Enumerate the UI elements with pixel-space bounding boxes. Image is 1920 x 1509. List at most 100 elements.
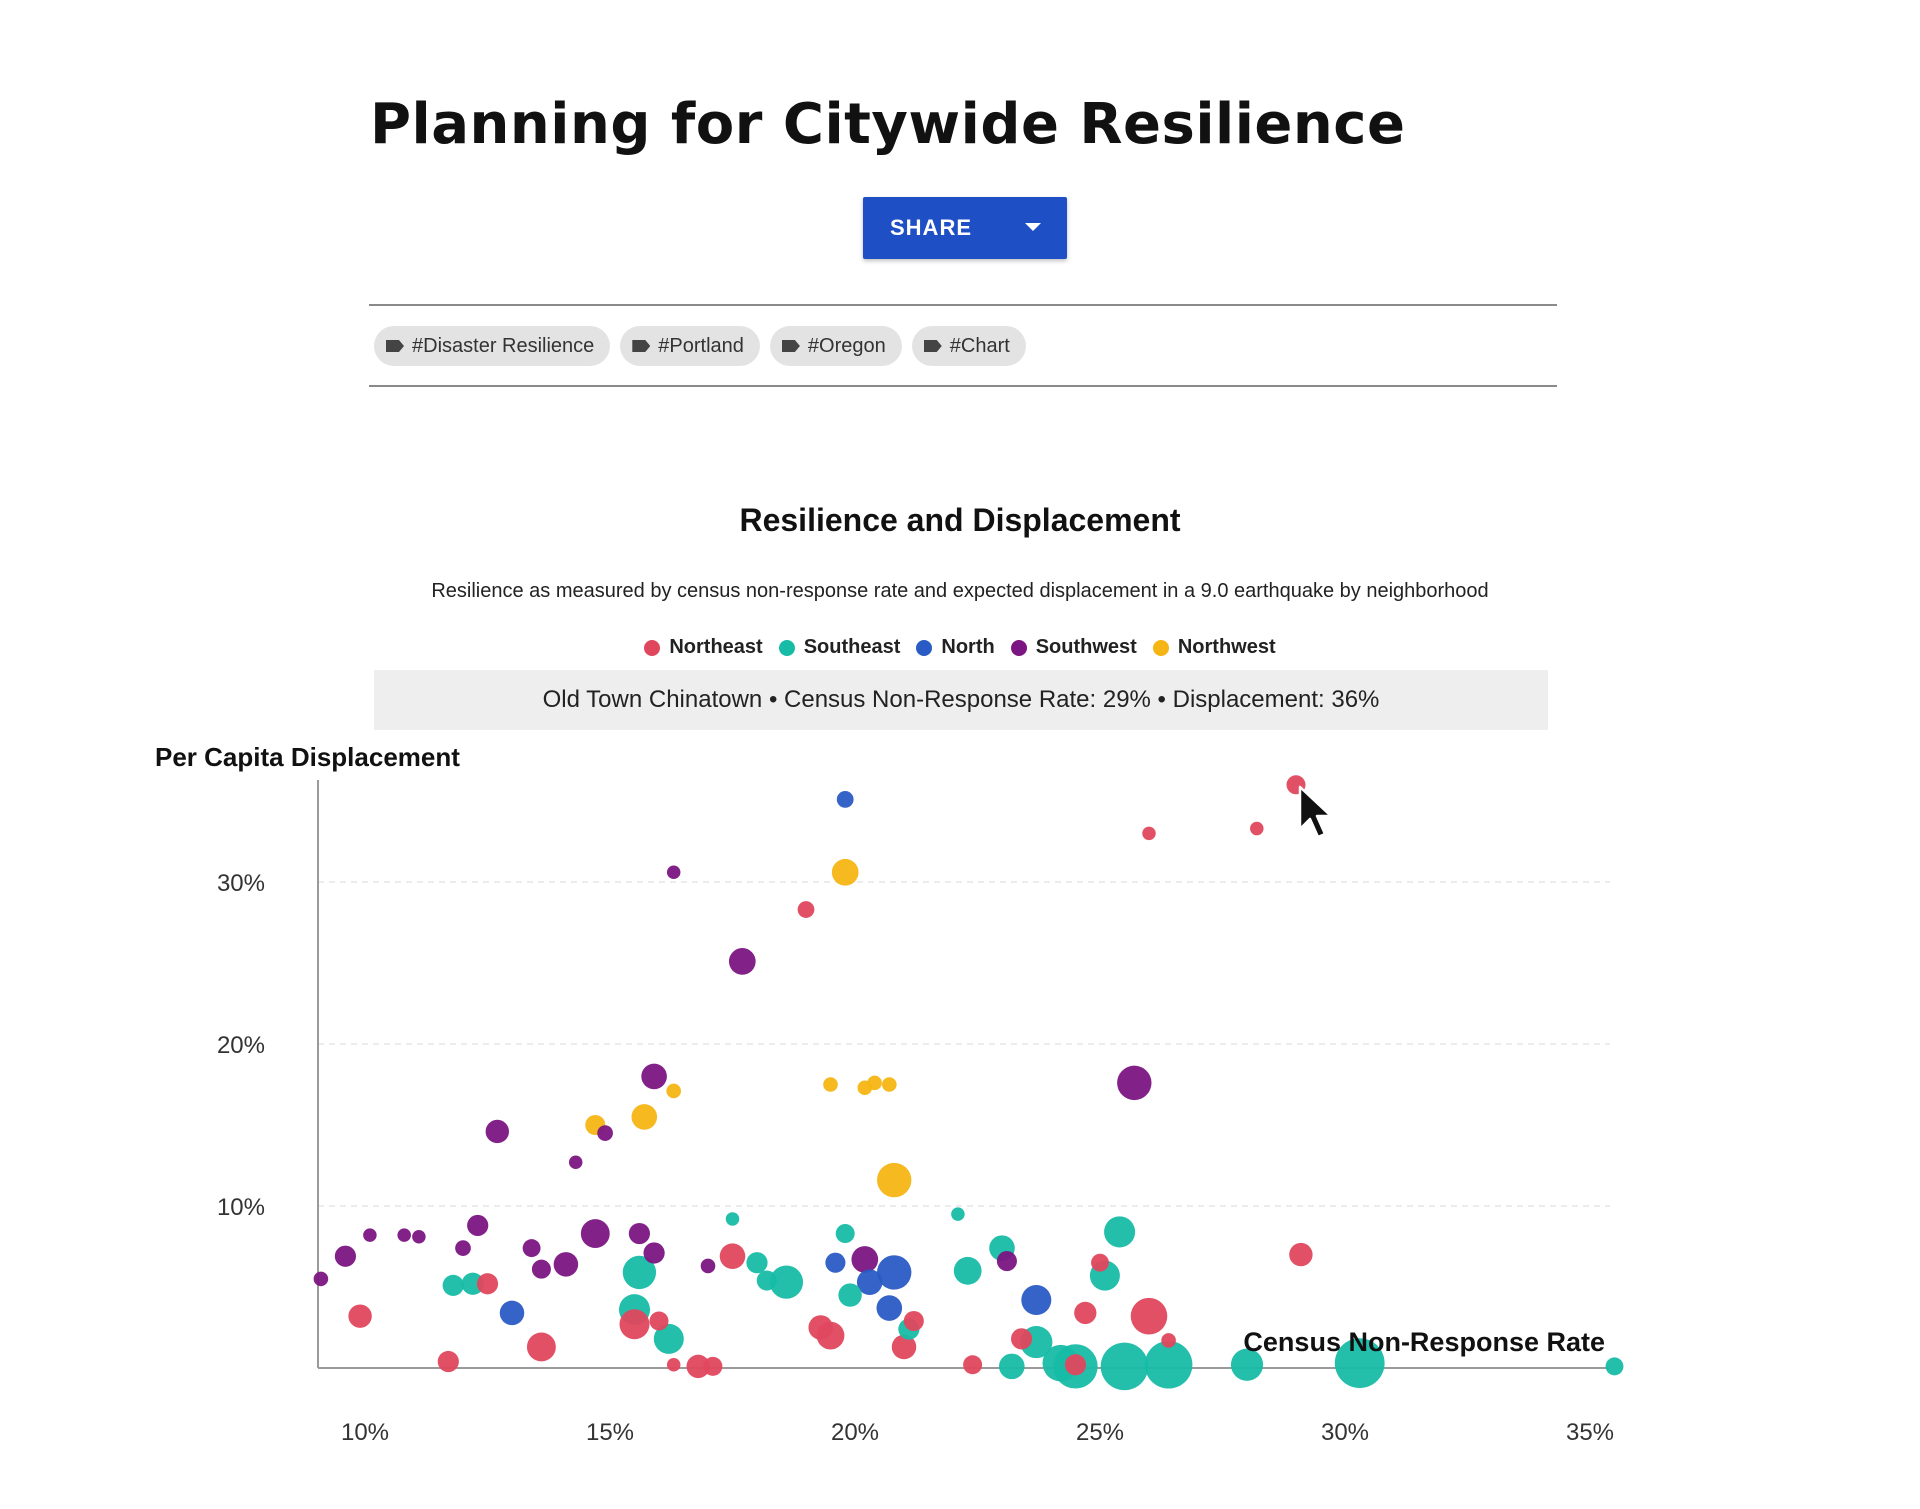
data-point <box>1144 1340 1193 1389</box>
data-point <box>851 1246 879 1273</box>
chart-legend: Northeast Southeast North Southwest Nort… <box>0 636 1920 659</box>
tag-portland[interactable]: #Portland <box>620 326 760 366</box>
data-point <box>1074 1301 1097 1325</box>
data-point <box>485 1119 509 1144</box>
legend-item-north[interactable]: North <box>916 636 995 659</box>
data-point <box>666 865 681 880</box>
data-point <box>797 901 815 918</box>
data-point <box>1130 1297 1168 1335</box>
data-point <box>877 1162 912 1198</box>
data-point <box>1091 1253 1109 1272</box>
data-point <box>1064 1354 1087 1376</box>
data-point <box>476 1273 499 1295</box>
legend-item-southeast[interactable]: Southeast <box>778 636 901 659</box>
share-button-label: SHARE <box>890 215 973 240</box>
data-point <box>882 1077 897 1092</box>
legend-dot <box>916 639 933 656</box>
legend-dot <box>778 639 795 656</box>
data-point <box>1021 1284 1052 1315</box>
tag-label: #Chart <box>949 334 1010 357</box>
legend-item-northeast[interactable]: Northeast <box>644 636 763 659</box>
share-button[interactable]: SHARE <box>863 197 1067 259</box>
data-point <box>643 1242 665 1264</box>
y-tick-label: 30% <box>217 870 265 897</box>
data-point <box>580 1219 610 1248</box>
data-point <box>526 1332 556 1362</box>
data-point <box>808 1315 833 1340</box>
data-point <box>1011 1328 1033 1350</box>
tag-chart[interactable]: #Chart <box>911 326 1026 366</box>
tag-list: #Disaster Resilience #Portland #Oregon #… <box>374 326 1026 366</box>
page-title: Planning for Citywide Resilience <box>370 92 1406 157</box>
legend-label: Southeast <box>803 636 901 658</box>
tag-label: #Oregon <box>807 334 886 357</box>
legend-label: Southwest <box>1035 636 1137 658</box>
data-point <box>953 1256 982 1285</box>
x-tick-label: 10% <box>341 1419 389 1446</box>
data-point <box>719 1243 746 1270</box>
hover-info-text: Old Town Chinatown • Census Non-Response… <box>542 686 1380 713</box>
data-point <box>467 1214 489 1237</box>
label-icon <box>781 340 800 352</box>
data-point <box>856 1269 883 1295</box>
data-point <box>1100 1342 1149 1391</box>
data-point <box>628 1222 651 1245</box>
data-point <box>1605 1357 1624 1376</box>
tag-oregon[interactable]: #Oregon <box>769 326 902 366</box>
data-point <box>725 1212 740 1226</box>
data-point <box>348 1304 372 1328</box>
legend-dot <box>644 639 661 656</box>
legend-label: Northeast <box>669 636 763 658</box>
data-point <box>631 1104 658 1130</box>
data-point <box>522 1239 541 1258</box>
legend-item-northwest[interactable]: Northwest <box>1152 636 1276 659</box>
chevron-down-icon[interactable] <box>1025 223 1041 231</box>
x-tick-label: 35% <box>1566 1419 1614 1446</box>
data-point <box>746 1252 768 1274</box>
data-point <box>999 1353 1025 1380</box>
legend-item-southwest[interactable]: Southwest <box>1010 636 1137 659</box>
label-icon <box>386 340 404 352</box>
legend-dot <box>1010 639 1027 656</box>
data-point <box>831 858 859 886</box>
data-point <box>1142 826 1156 841</box>
tag-label: #Portland <box>658 334 744 357</box>
data-point <box>756 1270 777 1291</box>
chart-subtitle: Resilience as measured by census non-res… <box>431 580 1489 602</box>
data-point <box>835 1224 855 1244</box>
hover-info-bar: Old Town Chinatown • Census Non-Response… <box>374 670 1548 730</box>
data-point <box>666 1083 681 1099</box>
data-point <box>996 1251 1017 1272</box>
y-tick-label: 10% <box>217 1194 265 1221</box>
divider-bottom <box>369 385 1557 387</box>
divider-top <box>369 304 1557 306</box>
data-point <box>461 1272 484 1295</box>
data-point <box>823 1077 838 1092</box>
tag-disaster-resilience[interactable]: #Disaster Resilience <box>374 326 611 366</box>
data-point <box>867 1075 882 1091</box>
chart-title: Resilience and Displacement <box>739 502 1181 538</box>
data-point <box>951 1207 965 1221</box>
x-tick-label: 25% <box>1076 1419 1124 1446</box>
data-point <box>568 1155 583 1170</box>
data-point <box>363 1228 377 1242</box>
data-point <box>1117 1065 1152 1101</box>
data-point <box>1289 1242 1313 1267</box>
x-tick-label: 30% <box>1321 1419 1369 1446</box>
data-point <box>836 790 854 808</box>
data-point <box>641 1063 667 1090</box>
legend-label: North <box>941 636 995 658</box>
data-point <box>653 1323 684 1354</box>
data-point <box>728 948 756 975</box>
data-point <box>877 1255 912 1290</box>
data-point <box>700 1258 716 1274</box>
legend-label: Northwest <box>1177 636 1276 658</box>
data-point <box>1334 1338 1385 1389</box>
data-point <box>1250 821 1264 836</box>
label-icon <box>923 340 942 352</box>
legend-dot <box>1152 639 1169 656</box>
x-tick-label: 15% <box>586 1419 634 1446</box>
mouse-pointer-icon <box>1298 785 1333 839</box>
data-point <box>963 1355 983 1375</box>
